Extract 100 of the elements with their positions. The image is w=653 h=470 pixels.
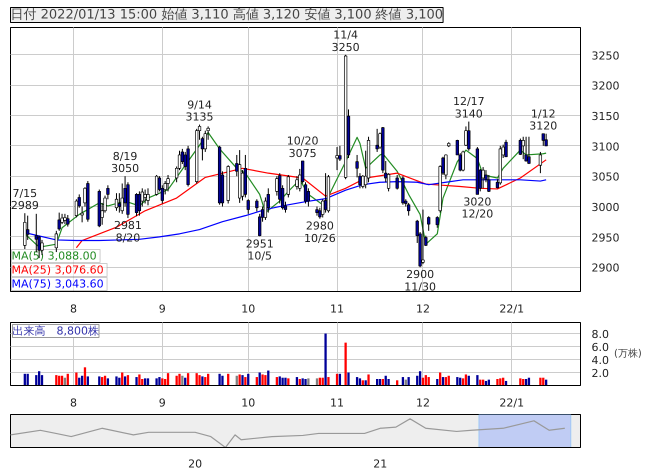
bar bbox=[138, 374, 141, 386]
bar bbox=[38, 371, 40, 386]
bar bbox=[479, 380, 482, 386]
annotation: 2951 10/5 bbox=[246, 237, 274, 263]
x-tick-label: 12 bbox=[416, 302, 430, 316]
candlestick bbox=[407, 202, 410, 216]
bar bbox=[58, 376, 60, 386]
bar bbox=[247, 374, 250, 386]
bar bbox=[175, 376, 178, 386]
bar bbox=[376, 379, 378, 386]
candlestick bbox=[461, 150, 465, 172]
bar bbox=[24, 374, 26, 386]
y-tick-label: 4.0 bbox=[592, 354, 609, 368]
bar bbox=[362, 380, 364, 386]
candlestick bbox=[518, 138, 522, 156]
candlestick bbox=[324, 172, 328, 214]
candlestick bbox=[315, 206, 319, 216]
annotation: 10/20 3075 bbox=[286, 134, 319, 160]
bar bbox=[238, 374, 241, 386]
x-tick-label: 8 bbox=[70, 396, 78, 410]
candlestick bbox=[538, 151, 542, 174]
bar bbox=[276, 377, 278, 386]
x-tick-label: 9 bbox=[158, 396, 166, 410]
bar bbox=[488, 380, 490, 386]
bar bbox=[384, 376, 387, 386]
x-tick-label: 20 bbox=[188, 458, 202, 470]
y-tick-label: 8.0 bbox=[592, 328, 609, 342]
candlestick bbox=[146, 188, 150, 206]
bar bbox=[66, 374, 69, 386]
bar bbox=[396, 380, 398, 386]
bar bbox=[344, 342, 347, 386]
bar bbox=[476, 375, 479, 386]
candlestick bbox=[444, 154, 448, 180]
candlestick bbox=[522, 136, 525, 160]
bar bbox=[519, 378, 522, 386]
candlestick bbox=[396, 174, 399, 190]
candlestick bbox=[504, 139, 508, 158]
bar bbox=[468, 376, 470, 386]
annotation: 12/17 3140 bbox=[452, 95, 485, 121]
candlestick bbox=[375, 128, 379, 152]
bar bbox=[459, 378, 462, 386]
bar bbox=[439, 372, 442, 386]
y-tick-label: 3100 bbox=[592, 140, 620, 154]
candlestick bbox=[306, 188, 310, 208]
bar bbox=[456, 377, 458, 386]
candlestick bbox=[436, 216, 439, 228]
candlestick bbox=[487, 174, 490, 192]
bar bbox=[424, 375, 427, 386]
candlestick bbox=[304, 182, 308, 204]
x-tick-label: 8 bbox=[70, 302, 78, 316]
bar bbox=[26, 374, 29, 386]
candlestick bbox=[134, 192, 138, 217]
bar bbox=[444, 377, 448, 386]
annotation: 2900 11/30 bbox=[404, 268, 436, 294]
x-tick-label: 21 bbox=[373, 458, 388, 470]
bar bbox=[244, 377, 247, 386]
candlestick bbox=[481, 166, 485, 189]
y-tick-label: 3000 bbox=[592, 201, 620, 214]
series-label: MA(5) 3,088.00 bbox=[12, 250, 97, 262]
candlestick bbox=[74, 198, 78, 218]
candlestick bbox=[143, 189, 147, 204]
bar bbox=[258, 372, 261, 386]
bar bbox=[436, 379, 438, 386]
x-tick-label: 12 bbox=[416, 396, 430, 410]
bar bbox=[267, 370, 270, 386]
bar bbox=[196, 373, 198, 386]
annotation: 3020 12/20 bbox=[462, 195, 494, 221]
candlestick bbox=[467, 121, 470, 152]
bar bbox=[448, 376, 450, 386]
chart-title: 日付 2022/01/13 15:00 始値 3,110 高値 3,120 安値 3,100 終値 3,100 bbox=[10, 6, 444, 22]
bar bbox=[318, 378, 321, 386]
candlestick bbox=[286, 174, 290, 198]
candlestick bbox=[166, 174, 170, 192]
bar bbox=[55, 375, 58, 386]
candlestick bbox=[154, 174, 158, 196]
bar bbox=[121, 372, 124, 386]
annotation: 7/15 2989 bbox=[10, 186, 39, 212]
chart-title: 出来高 8,800株 bbox=[12, 324, 99, 338]
candlestick bbox=[427, 216, 430, 232]
x-tick-label: 11 bbox=[330, 396, 344, 410]
x-tick-label: 9 bbox=[158, 302, 166, 316]
bar bbox=[206, 374, 210, 386]
y-tick-label: 6.0 bbox=[592, 341, 609, 354]
bar bbox=[322, 378, 324, 386]
bar bbox=[542, 378, 544, 386]
text: MA(75) 3,043.60 bbox=[12, 278, 104, 290]
bar bbox=[287, 378, 290, 386]
bar bbox=[298, 379, 301, 386]
y-tick-label: 3050 bbox=[592, 170, 620, 184]
bar bbox=[407, 377, 410, 386]
candlestick bbox=[54, 230, 58, 253]
bar bbox=[75, 372, 78, 386]
bar bbox=[98, 376, 100, 386]
bar bbox=[302, 378, 304, 386]
y-tick-label: 3250 bbox=[592, 49, 620, 62]
y-tick-label: 3150 bbox=[592, 110, 620, 123]
candlestick bbox=[524, 136, 528, 162]
x-tick-label: 22/1 bbox=[499, 396, 524, 410]
annotation: 2980 10/26 bbox=[304, 220, 336, 246]
x-tick-label: 22/1 bbox=[499, 302, 524, 316]
